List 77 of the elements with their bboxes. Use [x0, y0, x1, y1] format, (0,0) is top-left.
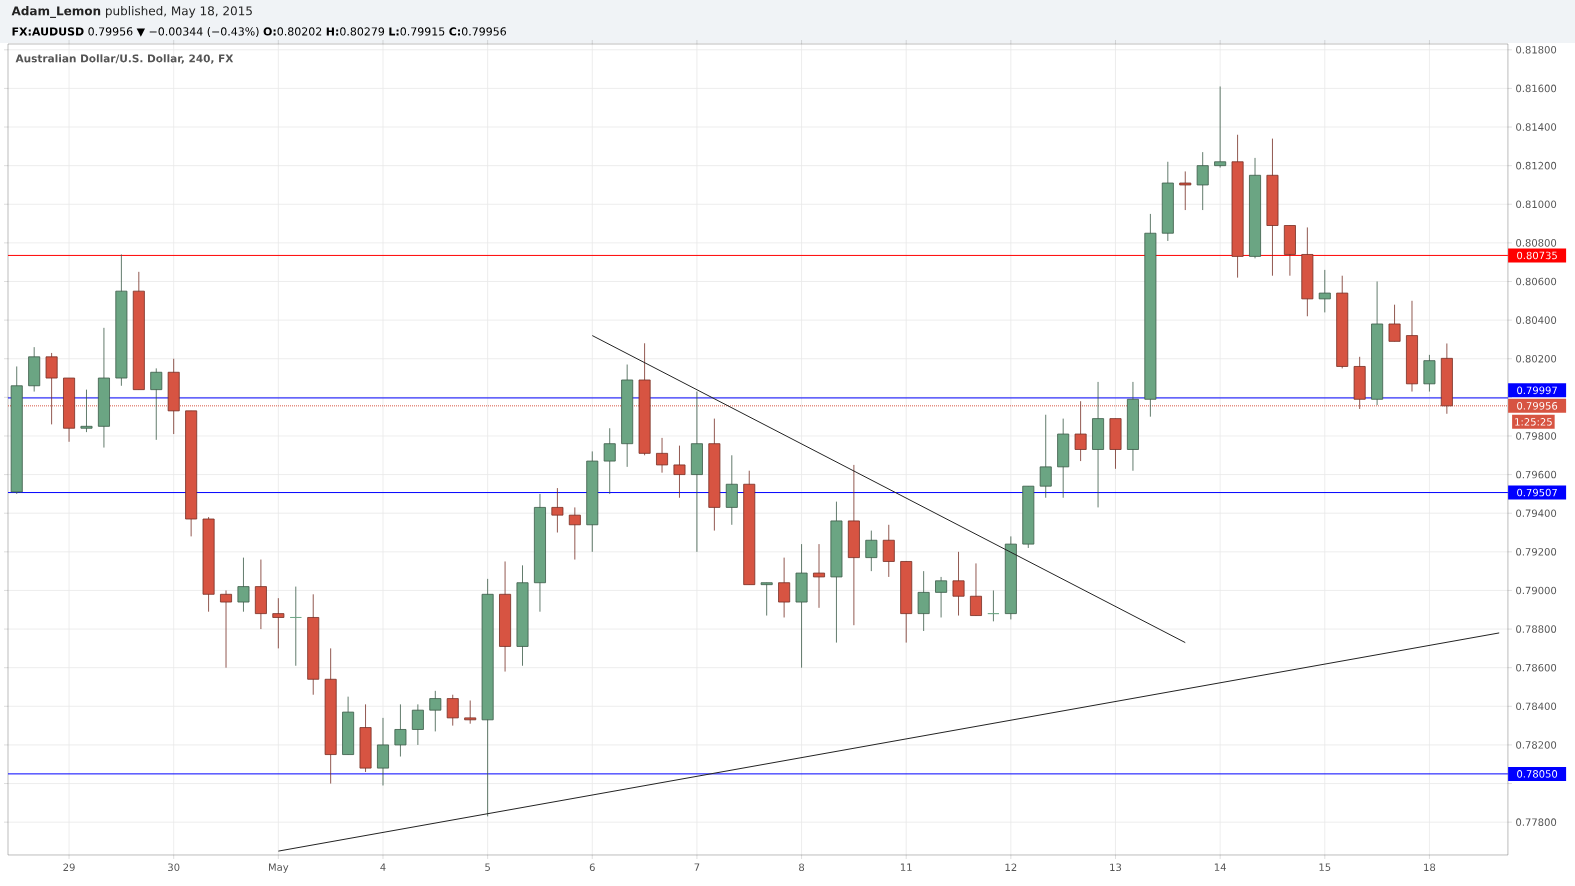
x-tick-label: 7: [694, 863, 700, 871]
x-tick-label: 13: [1110, 863, 1122, 872]
candlestick: [289, 586, 302, 667]
y-tick-label: 0.80800: [1516, 239, 1557, 247]
y-tick-label: 0.79800: [1516, 432, 1557, 440]
x-tick-label: 12: [1005, 863, 1017, 871]
y-tick-label: 0.77800: [1516, 818, 1557, 826]
candlestick: [551, 487, 564, 533]
ref-line-label: 0.79507: [1517, 488, 1557, 497]
y-tick-label: 0.81000: [1516, 200, 1557, 209]
y-tick-label: 0.81800: [1516, 45, 1557, 54]
candlestick: [568, 507, 581, 560]
candlestick: [1039, 414, 1052, 499]
candlestick: [725, 454, 738, 526]
y-tick-label: 0.79400: [1516, 509, 1557, 517]
y-tick-label: 0.81200: [1516, 161, 1557, 170]
x-tick-label: 6: [589, 863, 595, 872]
x-tick-label: 30: [168, 863, 180, 872]
candlestick: [865, 530, 878, 572]
candlestick: [935, 576, 948, 618]
candlestick: [1196, 151, 1209, 211]
candlestick: [603, 427, 616, 495]
x-tick-label: 11: [900, 863, 912, 871]
chart-title: Adam_Lemon published, May 18, 2015: [11, 6, 252, 18]
candlestick: [952, 551, 965, 616]
text: 1:25:25: [1515, 418, 1552, 426]
candlestick: [813, 543, 825, 609]
x-tick-label: 18: [1424, 863, 1436, 872]
ref-line-label: 0.79997: [1517, 386, 1557, 395]
y-tick-label: 0.78600: [1516, 663, 1557, 672]
text: FX:AUDUSD 0.79956 ▼ −0.00344 (−0.43%) O:0.80202 H:0.80279 L:0.79915 C:0.79956: [12, 27, 506, 37]
ref-line-label: 0.78050: [1517, 770, 1558, 778]
candlestick: [917, 570, 930, 632]
y-tick-label: 0.80600: [1516, 277, 1557, 286]
y-tick-label: 0.78200: [1516, 741, 1557, 749]
x-tick-label: 4: [380, 863, 386, 871]
candlestick: [1318, 269, 1331, 313]
y-tick-label: 0.78400: [1516, 702, 1557, 711]
candlestick: [673, 445, 686, 499]
ref-line-label: 0.80735: [1517, 251, 1557, 260]
candlestick: [1179, 171, 1192, 211]
candlestick: [80, 389, 93, 433]
candlestick: [1423, 354, 1436, 392]
annotation: Australian Dollar/U.S. Dollar, 240, FX: [15, 54, 234, 64]
y-tick-label: 0.78800: [1516, 625, 1557, 633]
candlestick: [394, 703, 407, 757]
candlestick: [377, 717, 389, 786]
candlestick: [1214, 86, 1227, 168]
y-tick-label: 0.80200: [1516, 354, 1557, 363]
y-tick-label: 0.81400: [1516, 123, 1557, 131]
x-tick-label: May: [268, 863, 289, 873]
ref-line-label: 0.79956: [1517, 402, 1558, 410]
candlestick: [220, 590, 232, 669]
x-tick-label: 29: [63, 863, 75, 872]
candlestick: [882, 524, 895, 578]
candlestick: [429, 690, 442, 732]
y-tick-label: 0.80400: [1516, 316, 1557, 324]
candlestick: [987, 590, 1000, 622]
candlestick: [656, 437, 669, 474]
candlestick: [464, 700, 477, 725]
x-tick-label: 8: [799, 863, 805, 872]
candlestick: [237, 557, 250, 613]
x-tick-label: 14: [1214, 863, 1226, 871]
y-tick-label: 0.79200: [1516, 548, 1557, 556]
y-tick-label: 0.81600: [1516, 84, 1557, 93]
x-tick-label: 15: [1319, 863, 1331, 871]
candlestick: [1388, 304, 1401, 342]
candlestick: [411, 703, 424, 746]
candlestick: [150, 367, 163, 441]
y-tick-label: 0.79000: [1516, 586, 1557, 595]
candlestick: [760, 582, 773, 616]
candlestick: [969, 563, 982, 616]
candlestick: [778, 557, 791, 618]
candlestick: [446, 694, 459, 727]
candlestick: [272, 597, 285, 649]
x-tick-label: 5: [485, 863, 490, 871]
y-tick-label: 0.79600: [1516, 470, 1557, 479]
